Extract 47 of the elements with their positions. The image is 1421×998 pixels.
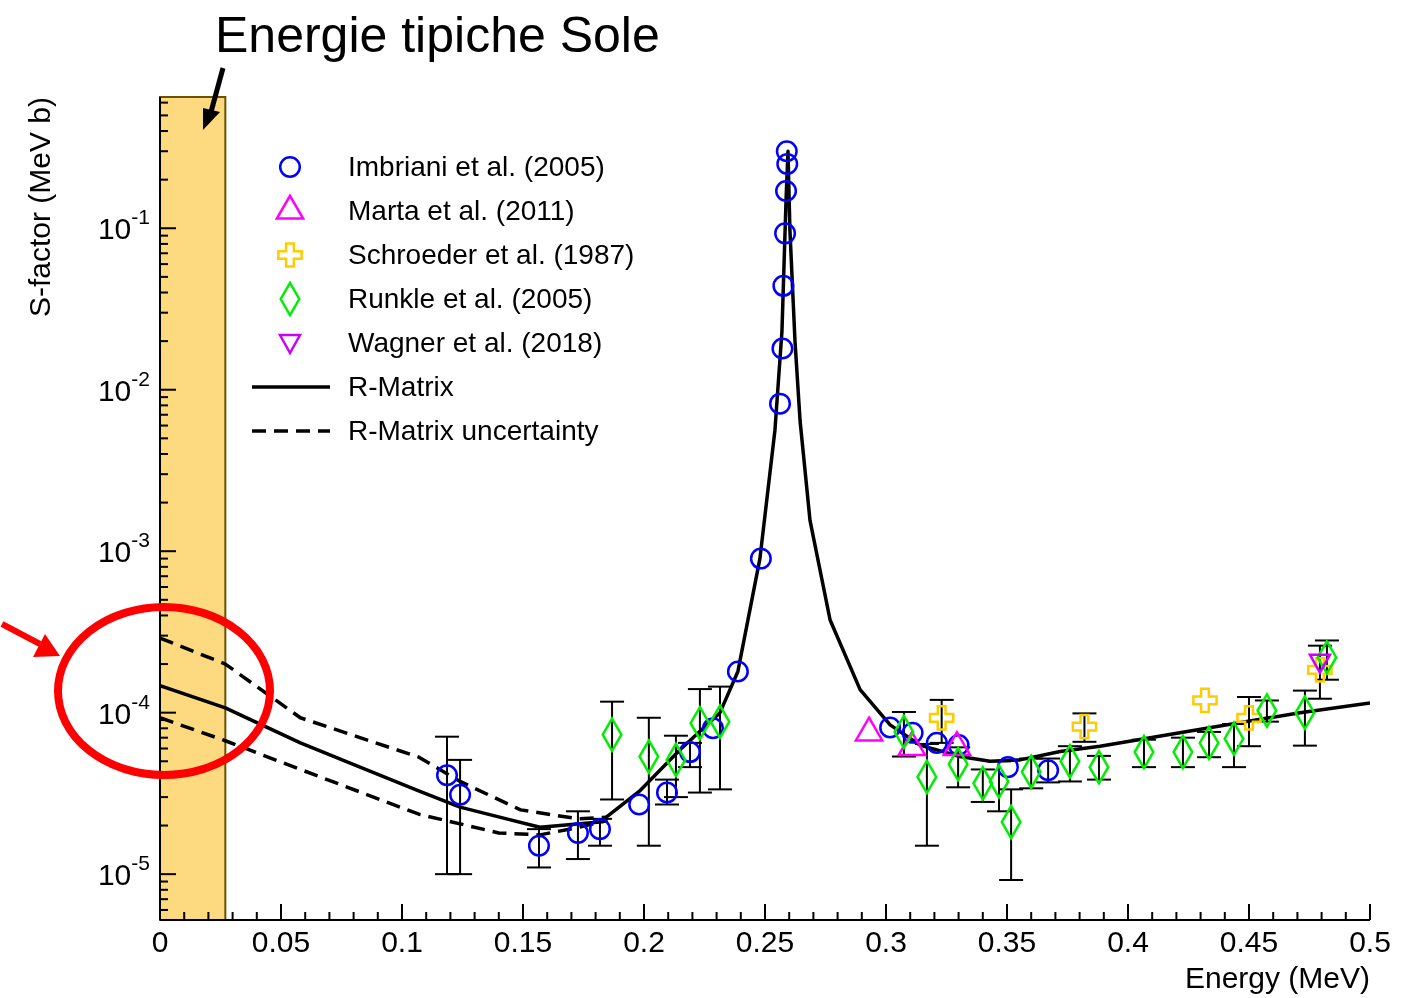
- point: [449, 783, 472, 806]
- legend-label: Marta et al. (2011): [348, 195, 575, 227]
- point: [749, 547, 772, 570]
- point: [775, 140, 798, 163]
- x-tick-label: 0.1: [381, 924, 423, 958]
- point: [726, 660, 749, 683]
- point: [1308, 653, 1332, 674]
- y-tick-label: 10$^{-2}$: [97, 366, 150, 407]
- y-tick-label: 10$^{-5}$: [97, 851, 150, 891]
- x-tick-label: 0.5: [1349, 924, 1391, 958]
- x-tick-label: 0.15: [493, 924, 553, 958]
- point: [925, 731, 948, 754]
- x-tick-label: 0: [151, 924, 169, 958]
- x-tick-label: 0.4: [1107, 924, 1149, 958]
- y-tick-label: 10$^{-4}$: [97, 689, 151, 730]
- point: [628, 793, 651, 816]
- legend-label: Schroeder et al. (1987): [348, 239, 635, 271]
- point: [775, 180, 798, 203]
- x-tick-label: 0.25: [735, 924, 795, 958]
- band-label: Energie tipiche Sole: [215, 7, 660, 63]
- point: [1192, 687, 1218, 714]
- legend-label: Runkle et al. (2005): [348, 283, 593, 315]
- legend-label: R-Matrix: [348, 371, 454, 403]
- legend-label: Imbriani et al. (2005): [348, 151, 605, 183]
- point: [768, 392, 792, 415]
- point: [1236, 704, 1262, 731]
- point: [435, 764, 459, 787]
- point: [566, 821, 589, 844]
- point: [928, 704, 955, 731]
- point: [527, 834, 550, 857]
- point: [772, 274, 795, 297]
- x-axis-title: Energy (MeV): [1184, 961, 1370, 994]
- x-tick-label: 0.3: [865, 924, 907, 958]
- legend-label: R-Matrix uncertainty: [348, 415, 599, 447]
- x-tick-label: 0.05: [251, 924, 311, 958]
- point: [776, 153, 799, 176]
- legend-label: Wagner et al. (2018): [348, 327, 603, 359]
- y-axis-title: S-factor (MeV b): [23, 97, 56, 318]
- x-tick-label: 0.45: [1219, 924, 1279, 958]
- x-tick-label: 0.35: [977, 924, 1037, 958]
- y-tick-label: 10$^{-1}$: [97, 205, 150, 245]
- y-tick-label: 10$^{-3}$: [97, 528, 150, 568]
- point: [879, 716, 902, 739]
- point: [588, 818, 611, 841]
- point: [774, 222, 797, 245]
- point: [771, 337, 794, 360]
- x-tick-label: 0.2: [623, 924, 665, 958]
